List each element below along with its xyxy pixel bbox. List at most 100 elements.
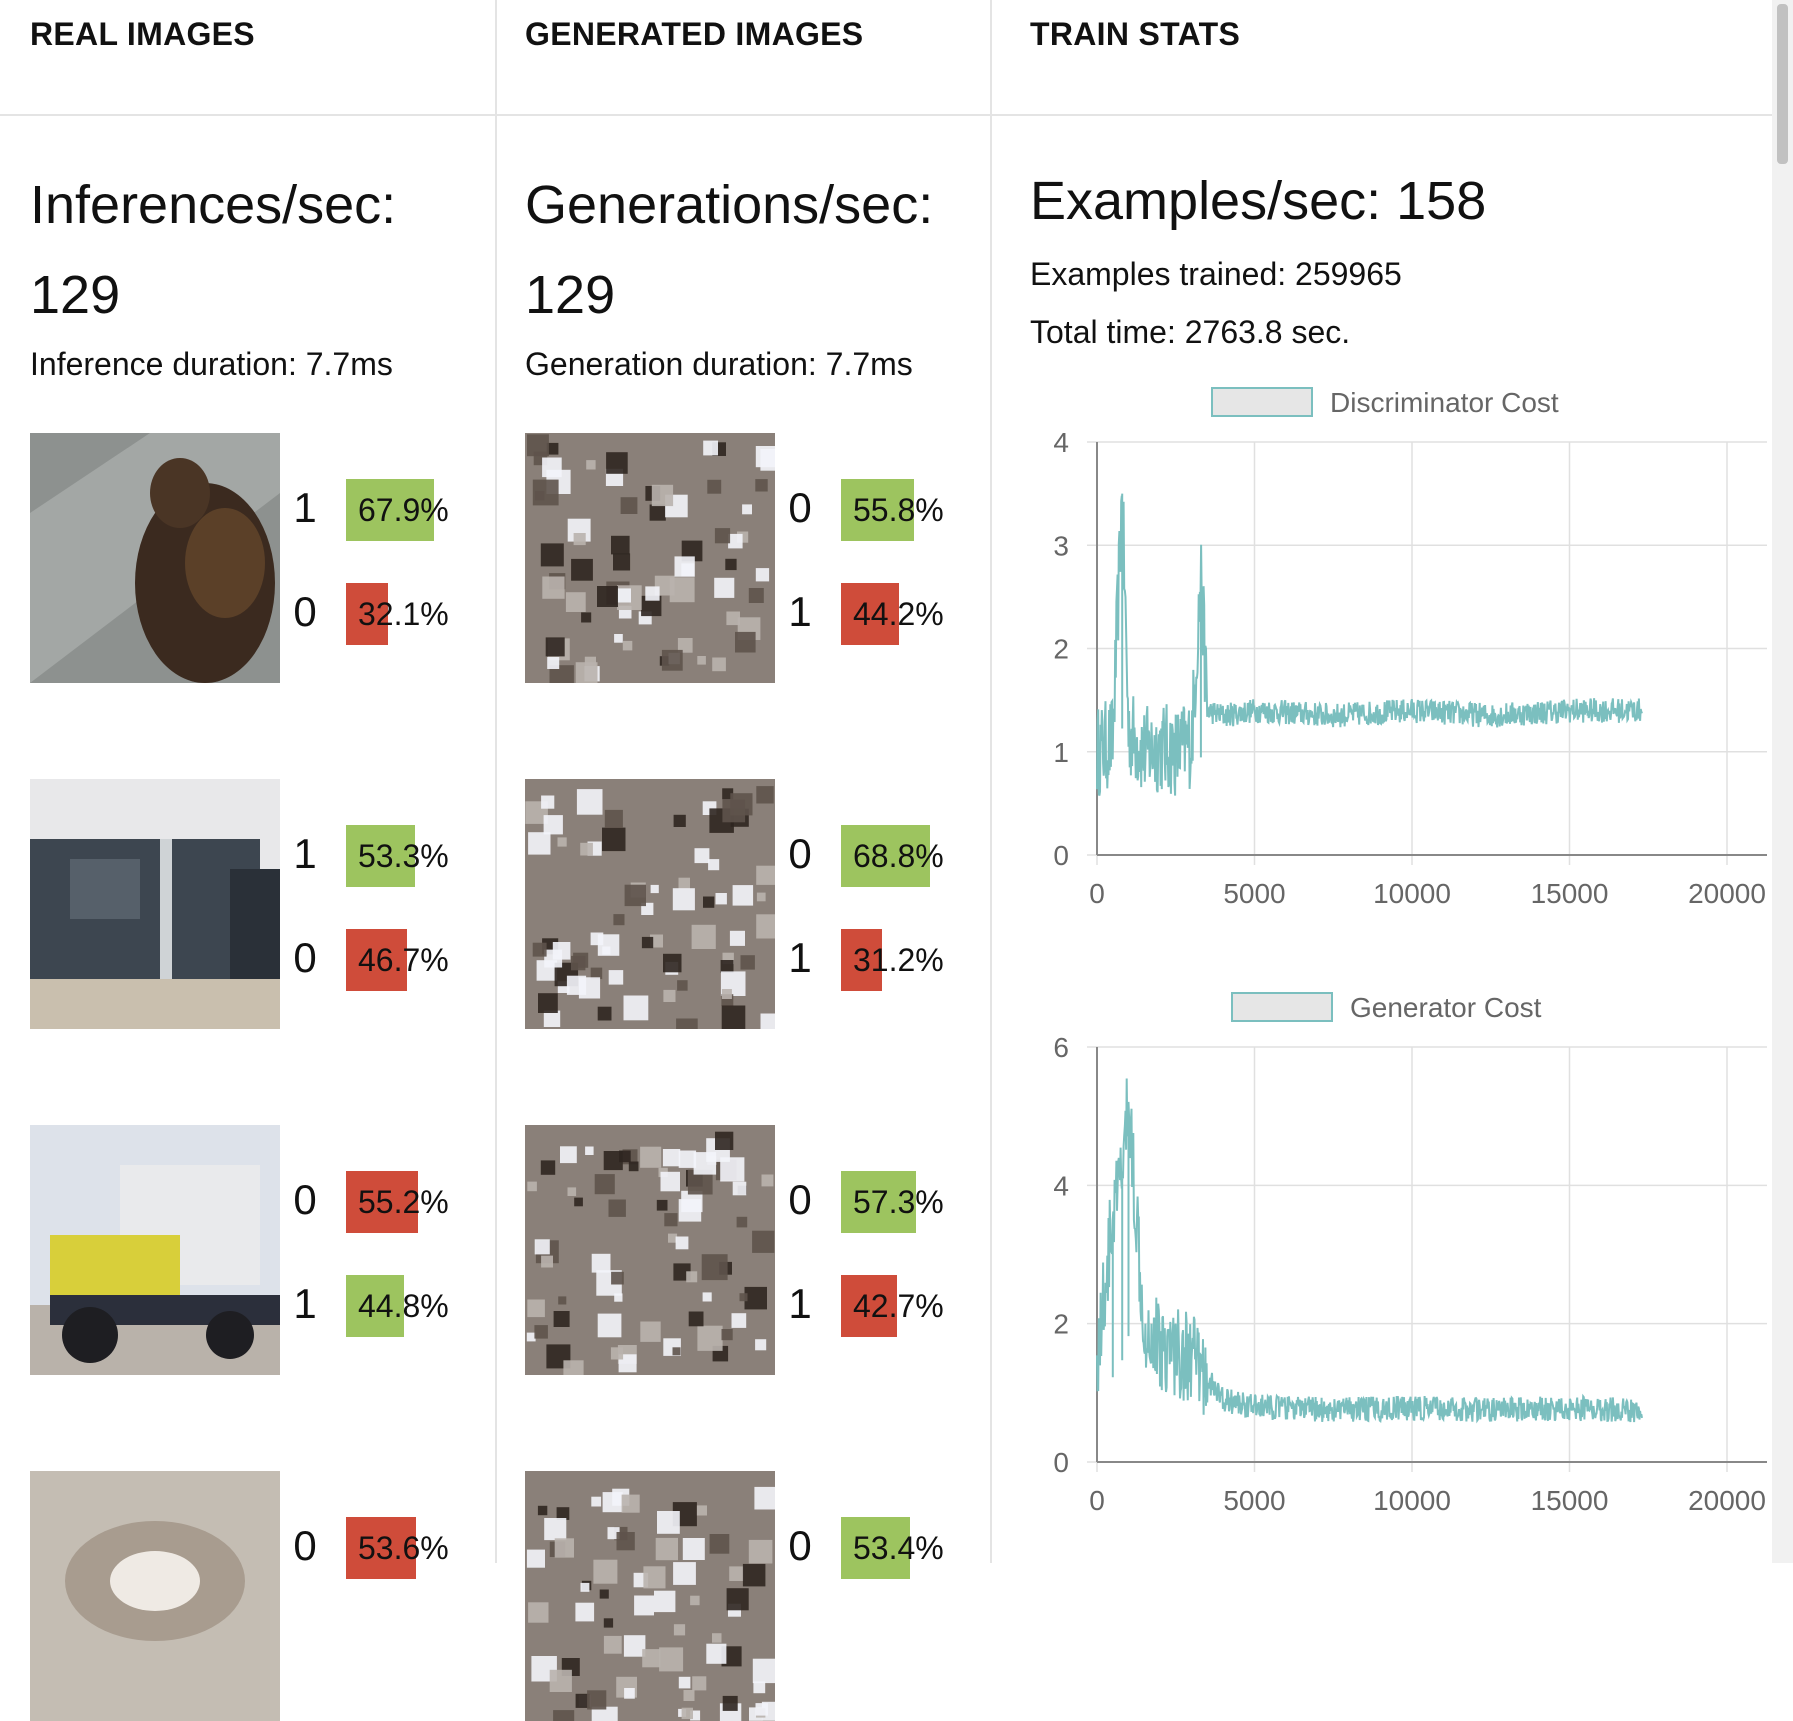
prediction-row: 0 32.1% — [290, 583, 490, 645]
prediction-row: 1 53.3% — [290, 825, 490, 887]
prediction-row: 1 67.9% — [290, 479, 490, 541]
confidence-percent: 55.2% — [358, 1184, 449, 1220]
y-tick-label: 1 — [1053, 737, 1069, 768]
x-tick-label: 20000 — [1688, 878, 1766, 909]
confidence-fill — [841, 825, 931, 887]
confidence-percent: 53.3% — [358, 838, 449, 874]
vertical-scrollbar[interactable] — [1772, 0, 1793, 1563]
class-label: 1 — [788, 1280, 812, 1327]
x-tick-label: 20000 — [1688, 1485, 1766, 1516]
class-label: 1 — [788, 934, 812, 981]
prediction-row: 0 55.2% — [290, 1171, 490, 1233]
confidence-percent: 44.8% — [358, 1288, 449, 1324]
class-label: 0 — [788, 484, 812, 531]
chart-legend: Generator Cost — [1231, 992, 1542, 1023]
confidence-fill — [841, 479, 914, 541]
confidence-fill — [346, 1275, 405, 1337]
confidence-bar: 55.8% — [841, 479, 951, 541]
confidence-percent: 67.9% — [358, 492, 449, 528]
confidence-percent: 31.2% — [853, 942, 944, 978]
cost-series-line — [1096, 1078, 1643, 1424]
confidence-bar: 57.3% — [841, 1171, 951, 1233]
confidence-bar: 44.2% — [841, 583, 951, 645]
prediction-row: 0 55.8% — [785, 479, 985, 541]
generated-image — [525, 1125, 775, 1375]
confidence-bar: 68.8% — [841, 825, 951, 887]
class-label: 1 — [788, 588, 812, 635]
confidence-percent: 44.2% — [853, 596, 944, 632]
class-label: 0 — [293, 1522, 317, 1569]
class-label: 0 — [788, 1522, 812, 1569]
confidence-percent: 42.7% — [853, 1288, 944, 1324]
prediction-row: 1 42.7% — [785, 1275, 985, 1337]
real-images-column: REAL IMAGES Inferences/sec: 129 Inferenc… — [0, 0, 497, 1721]
x-tick-label: 10000 — [1373, 878, 1451, 909]
real-image — [30, 1125, 280, 1375]
confidence-bar: 53.4% — [841, 1517, 951, 1579]
confidence-fill — [346, 929, 407, 991]
real-image — [30, 1471, 280, 1721]
confidence-bar: 32.1% — [346, 583, 456, 645]
confidence-percent: 68.8% — [853, 838, 944, 874]
y-tick-label: 4 — [1053, 427, 1069, 458]
x-tick-label: 5000 — [1223, 878, 1285, 909]
generated-images-column: GENERATED IMAGES Generations/sec: 129 Ge… — [495, 0, 992, 1721]
x-tick-label: 0 — [1089, 1485, 1105, 1516]
confidence-bar: 42.7% — [841, 1275, 951, 1337]
class-label: 0 — [293, 1176, 317, 1223]
prediction-row: 0 53.4% — [785, 1517, 985, 1579]
class-label: 0 — [293, 934, 317, 981]
y-tick-label: 0 — [1053, 840, 1069, 871]
inference-duration: Inference duration: 7.7ms — [30, 346, 393, 382]
chart-legend: Discriminator Cost — [1211, 387, 1559, 418]
class-label: 1 — [293, 830, 317, 877]
generations-rate-label: Generations/sec: — [525, 175, 934, 235]
confidence-fill — [841, 929, 882, 991]
confidence-percent: 32.1% — [358, 596, 449, 632]
legend-label: Discriminator Cost — [1330, 387, 1559, 418]
confidence-percent: 53.6% — [358, 1530, 449, 1566]
real-image — [30, 433, 280, 683]
prediction-row: 0 57.3% — [785, 1171, 985, 1233]
x-tick-label: 10000 — [1373, 1485, 1451, 1516]
real-images-title: REAL IMAGES — [0, 0, 495, 116]
generation-duration: Generation duration: 7.7ms — [525, 346, 913, 382]
confidence-bar: 44.8% — [346, 1275, 456, 1337]
inferences-rate-label: Inferences/sec: — [30, 175, 397, 235]
train-stats-title: TRAIN STATS — [992, 0, 1772, 116]
confidence-bar: 53.6% — [346, 1517, 456, 1579]
class-label: 1 — [293, 484, 317, 531]
y-tick-label: 0 — [1053, 1447, 1069, 1478]
confidence-bar: 55.2% — [346, 1171, 456, 1233]
confidence-fill — [346, 583, 388, 645]
prediction-row: 0 46.7% — [290, 929, 490, 991]
confidence-fill — [841, 1171, 916, 1233]
confidence-fill — [346, 825, 416, 887]
confidence-fill — [841, 583, 899, 645]
prediction-row: 0 53.6% — [290, 1517, 490, 1579]
legend-label: Generator Cost — [1350, 992, 1542, 1023]
confidence-bar: 46.7% — [346, 929, 456, 991]
confidence-fill — [841, 1275, 897, 1337]
examples-trained: Examples trained: 259965 — [1030, 256, 1402, 292]
confidence-bar: 53.3% — [346, 825, 456, 887]
prediction-row: 0 68.8% — [785, 825, 985, 887]
legend-swatch — [1231, 992, 1333, 1022]
x-tick-label: 15000 — [1531, 878, 1609, 909]
scrollbar-thumb[interactable] — [1777, 4, 1788, 164]
examples-per-sec: Examples/sec: 158 — [1030, 171, 1487, 231]
y-tick-label: 2 — [1053, 1309, 1069, 1340]
generated-image — [525, 779, 775, 1029]
generated-image — [525, 1471, 775, 1721]
prediction-row: 1 44.8% — [290, 1275, 490, 1337]
y-tick-label: 6 — [1053, 1032, 1069, 1063]
confidence-bar: 67.9% — [346, 479, 456, 541]
class-label: 0 — [788, 830, 812, 877]
y-tick-label: 4 — [1053, 1170, 1069, 1201]
total-time: Total time: 2763.8 sec. — [1030, 314, 1351, 350]
x-tick-label: 5000 — [1223, 1485, 1285, 1516]
class-label: 0 — [293, 588, 317, 635]
prediction-row: 1 44.2% — [785, 583, 985, 645]
cost-series-line — [1096, 493, 1643, 796]
real-image — [30, 779, 280, 1029]
